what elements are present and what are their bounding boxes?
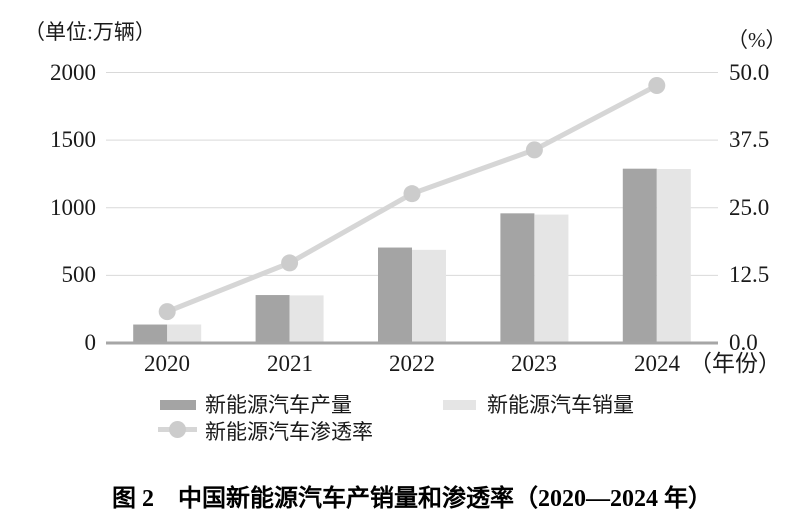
y-left-tick: 500 — [61, 262, 97, 287]
x-axis-label: 2020 — [144, 351, 190, 376]
penetration-marker-2022 — [403, 185, 421, 203]
penetration-legend-label: 新能源汽车渗透率 — [205, 420, 373, 444]
sales-bar-2020 — [167, 324, 202, 343]
y-right-tick: 50.0 — [729, 60, 770, 85]
y-left-tick: 2000 — [50, 60, 96, 85]
penetration-marker-2023 — [525, 141, 543, 159]
sales-legend-swatch — [443, 400, 476, 410]
production-bar-2024 — [622, 168, 657, 343]
sales-bar-2022 — [412, 249, 446, 343]
production-legend-swatch — [160, 400, 196, 410]
sales-bar-2024 — [656, 168, 691, 343]
y-right-tick: 0.0 — [729, 330, 758, 355]
production-bar-2020 — [133, 324, 168, 343]
y-right-tick: 37.5 — [729, 127, 770, 152]
x-axis-label: 2024 — [634, 351, 680, 376]
x-axis-label: 2023 — [511, 351, 557, 376]
penetration-marker-2020 — [158, 303, 176, 321]
y-left-tick: 0 — [84, 330, 97, 355]
x-axis-label: 2022 — [389, 351, 435, 376]
penetration-marker-2024 — [648, 76, 666, 94]
sales-bar-2023 — [534, 214, 569, 343]
right-axis-unit-label: （%） — [727, 28, 787, 52]
figure-caption: 图 2 中国新能源汽车产销量和渗透率（2020—2024 年） — [112, 486, 712, 512]
sales-legend-label: 新能源汽车销量 — [487, 393, 634, 417]
left-axis-unit-label: （单位:万辆） — [24, 20, 156, 44]
sales-bar-2021 — [289, 295, 324, 343]
penetration-marker-2021 — [281, 254, 299, 272]
x-axis-suffix-label: （年份） — [689, 351, 781, 376]
y-left-tick: 1000 — [50, 195, 96, 220]
production-bar-2021 — [255, 295, 290, 343]
production-legend-label: 新能源汽车产量 — [205, 393, 352, 417]
y-right-tick: 25.0 — [729, 195, 770, 220]
x-axis-label: 2021 — [267, 351, 313, 376]
production-bar-2023 — [500, 213, 535, 343]
production-bar-2022 — [378, 247, 412, 343]
y-right-tick: 12.5 — [729, 262, 770, 287]
y-left-tick: 1500 — [50, 127, 96, 152]
penetration-legend-marker-icon — [169, 421, 186, 438]
